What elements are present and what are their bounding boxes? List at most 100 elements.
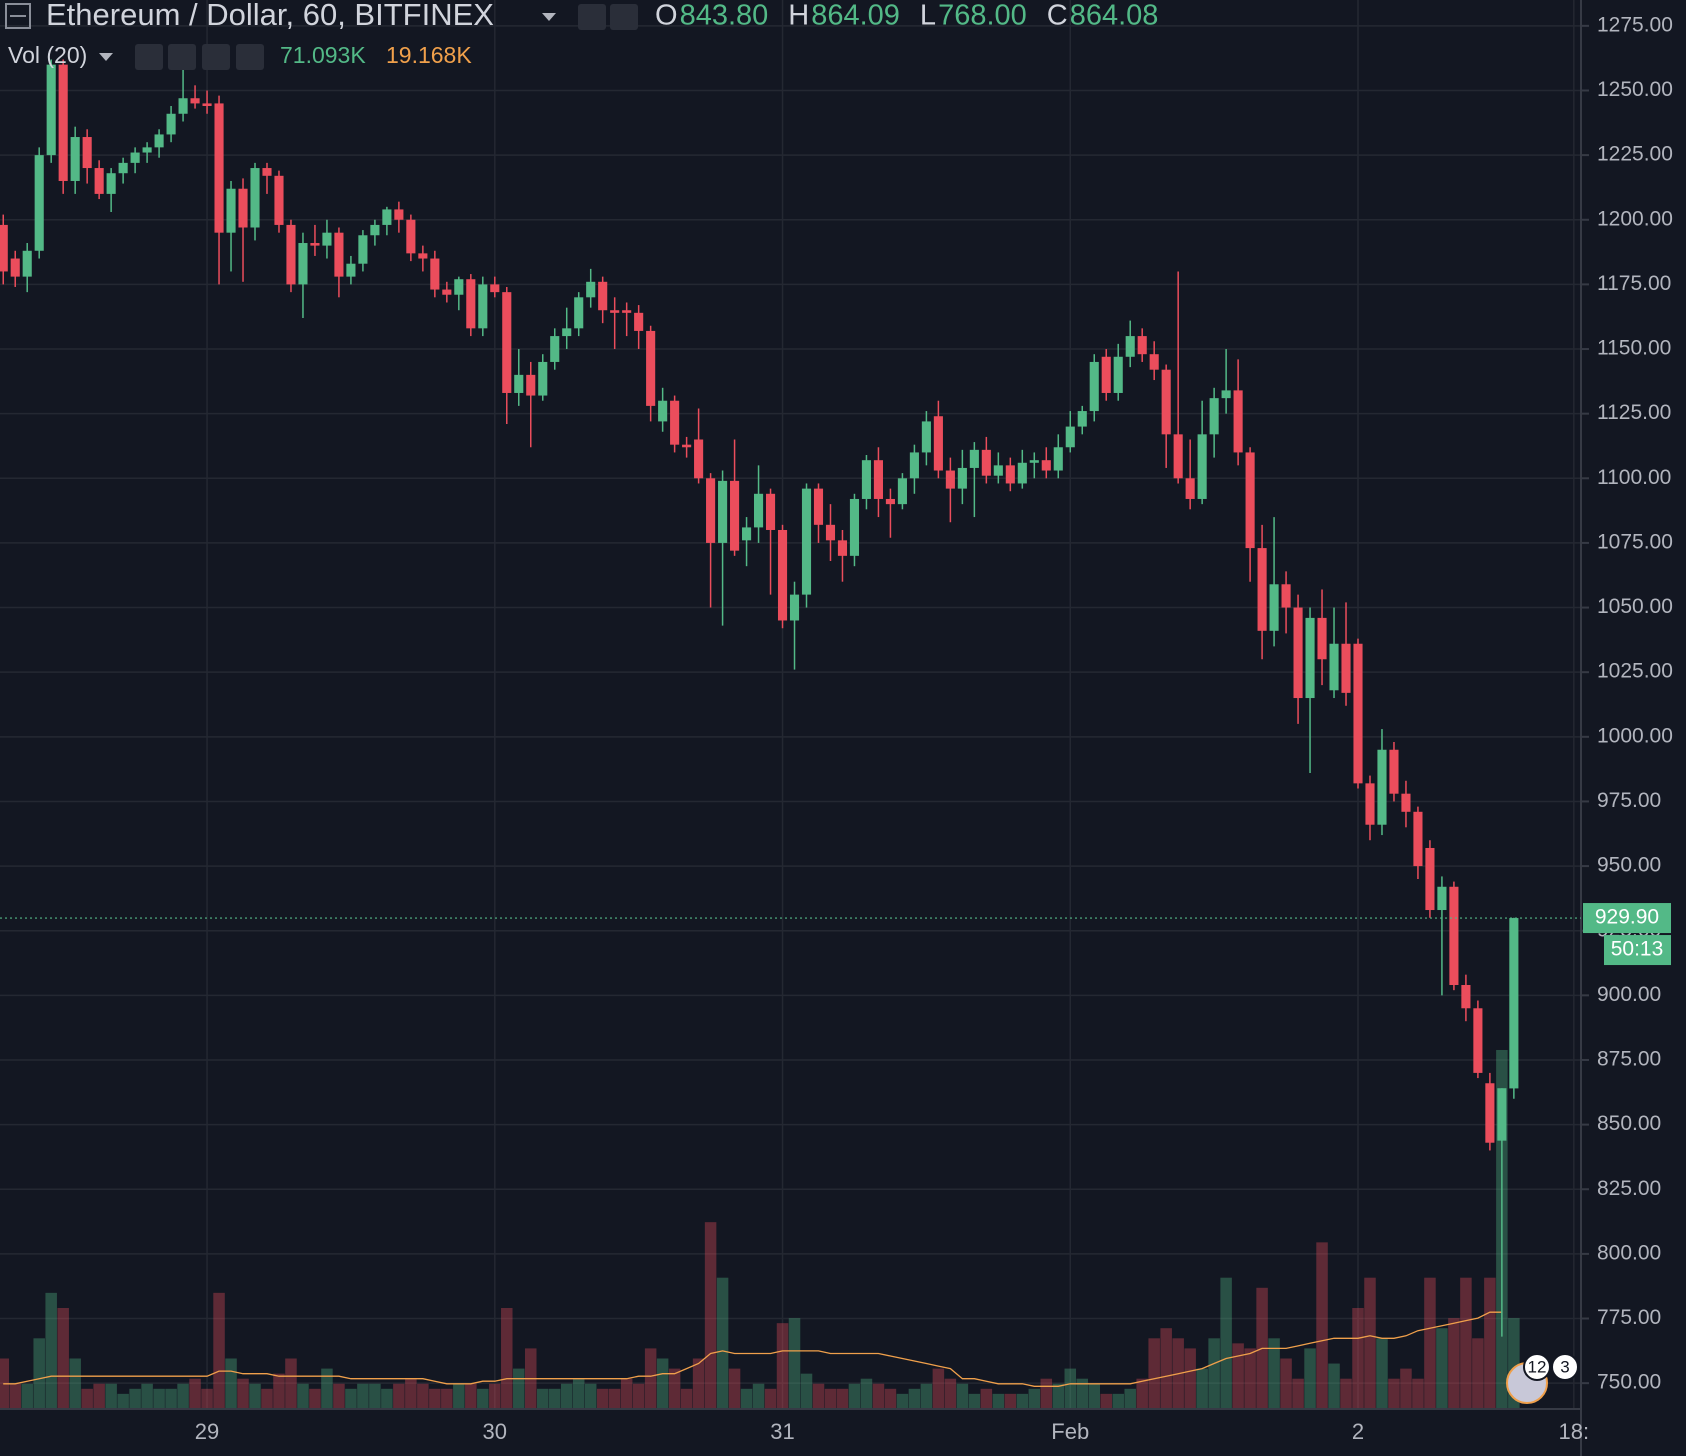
- candle-body: [106, 173, 116, 194]
- candle-body: [382, 209, 392, 225]
- volume-ma-value: 19.168K: [386, 42, 472, 68]
- volume-bar: [1352, 1308, 1364, 1409]
- legend-value: 843.80: [680, 0, 769, 32]
- volume-bar: [117, 1393, 129, 1409]
- volume-bar: [728, 1368, 741, 1409]
- volume-bar: [1064, 1368, 1077, 1409]
- volume-bar: [980, 1388, 993, 1409]
- price-tag: 929.90: [1595, 906, 1659, 929]
- dropdown-arrow[interactable]: [99, 53, 113, 61]
- volume-title[interactable]: Vol (20): [8, 42, 87, 68]
- candle-body: [1305, 617, 1315, 699]
- candle-body: [1197, 434, 1207, 499]
- event-badge[interactable]: [1523, 1353, 1551, 1381]
- y-tick-label: 750.00: [1597, 1371, 1661, 1394]
- volume-bar: [968, 1393, 981, 1409]
- candle-body: [634, 312, 644, 331]
- settings-button[interactable]: [168, 44, 196, 70]
- y-tick-label: 850.00: [1597, 1112, 1661, 1135]
- volume-bar: [1052, 1383, 1065, 1409]
- candle-body: [1221, 390, 1231, 399]
- candle-body: [825, 524, 836, 541]
- volume-bar: [944, 1378, 957, 1409]
- candle-body: [1149, 354, 1159, 370]
- volume-bar: [632, 1383, 645, 1409]
- candle-body: [274, 175, 284, 225]
- volume-bar: [429, 1388, 441, 1409]
- candle-body: [873, 460, 883, 499]
- candle-body: [1245, 452, 1255, 549]
- volume-bar: [513, 1368, 525, 1409]
- dropdown-arrow[interactable]: [542, 13, 556, 21]
- candle-body: [1413, 811, 1423, 867]
- y-tick-label: 1175.00: [1597, 272, 1671, 295]
- candle-body: [777, 529, 788, 621]
- collapse-icon[interactable]: [5, 3, 31, 29]
- legend-value: 768.00: [938, 0, 1027, 32]
- candle-body: [1101, 356, 1111, 393]
- grid: [0, 0, 1581, 1409]
- candle-body: [82, 137, 92, 169]
- candle-body: [262, 168, 272, 176]
- price-tag-box: [1583, 903, 1671, 934]
- x-tick-label: 29: [195, 1419, 219, 1444]
- volume-bar: [213, 1292, 225, 1409]
- legend-key: L: [920, 0, 936, 32]
- candle-body: [1005, 465, 1015, 484]
- candle-body: [394, 209, 404, 220]
- candle-body: [406, 219, 416, 254]
- symbol-title[interactable]: Ethereum / Dollar, 60, BITFINEX: [46, 0, 494, 32]
- y-tick-label: 1200.00: [1597, 207, 1673, 230]
- candle-body: [598, 281, 608, 311]
- candle-body: [1257, 548, 1267, 631]
- volume-bar: [776, 1323, 789, 1409]
- volume-bar: [680, 1388, 693, 1409]
- volume-bar: [920, 1383, 933, 1409]
- candle-body: [70, 137, 80, 181]
- volume-bar: [1244, 1348, 1256, 1409]
- volume-bar: [1448, 1318, 1460, 1409]
- x-tick-label: 18:: [1559, 1419, 1590, 1444]
- volume-bar: [956, 1383, 969, 1409]
- candle-body: [10, 258, 20, 277]
- volume-bar: [33, 1338, 45, 1409]
- volume-bar: [501, 1308, 513, 1409]
- candle-body: [658, 400, 668, 422]
- settings-button[interactable]: [610, 4, 638, 30]
- eye-button[interactable]: [135, 44, 163, 70]
- candle-body: [909, 452, 919, 479]
- volume-bar: [1304, 1348, 1316, 1409]
- volume-bar: [1364, 1277, 1376, 1409]
- volume-bar: [381, 1388, 393, 1409]
- candle-body: [1173, 434, 1183, 479]
- close-button[interactable]: [236, 44, 264, 70]
- countdown: 50:13: [1611, 938, 1664, 961]
- y-tick-label: 1275.00: [1597, 13, 1673, 36]
- candle-body: [1365, 783, 1375, 825]
- y-tick-label: 1150.00: [1597, 337, 1671, 360]
- add-button[interactable]: [202, 44, 230, 70]
- candle-body: [1137, 336, 1147, 355]
- volume-bar: [69, 1358, 81, 1409]
- legend-key: H: [788, 0, 809, 32]
- candle-body: [682, 444, 692, 448]
- volume-bar: [536, 1388, 549, 1409]
- eye-button[interactable]: [578, 4, 606, 30]
- candle-body: [765, 493, 776, 530]
- candle-body: [310, 243, 320, 246]
- volume-bar: [1316, 1242, 1328, 1409]
- volume-bar: [836, 1388, 849, 1409]
- candle-body: [46, 64, 56, 156]
- candle-body: [1449, 886, 1459, 986]
- candle-body: [742, 527, 752, 541]
- volume-bar: [704, 1222, 717, 1409]
- volume-bar: [9, 1383, 21, 1409]
- volume-bar: [93, 1383, 105, 1409]
- candle-body: [454, 279, 464, 295]
- candle-body: [981, 449, 991, 476]
- candle-body: [190, 98, 200, 104]
- candle-body: [1473, 1008, 1483, 1073]
- event-badge[interactable]: [1551, 1353, 1579, 1381]
- volume-bar: [1292, 1378, 1304, 1409]
